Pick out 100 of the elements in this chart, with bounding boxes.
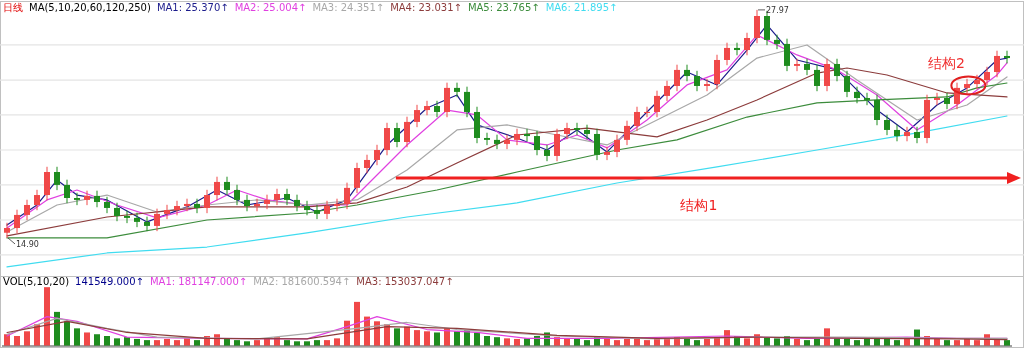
text: MA2: 181600.594↑ <box>253 276 351 287</box>
bar <box>504 338 510 346</box>
candlestick <box>214 176 220 201</box>
candlestick <box>204 189 210 214</box>
candlestick <box>544 144 550 162</box>
candlestick <box>144 216 150 232</box>
bar <box>744 338 750 346</box>
chart-title: VOL(5,10,20) <box>3 276 70 287</box>
candlestick <box>294 194 300 212</box>
candlestick <box>614 134 620 158</box>
bar <box>394 328 400 346</box>
text: MA3: 24.351↑ <box>312 2 385 13</box>
candlestick <box>524 128 530 142</box>
candlestick <box>554 128 560 162</box>
candlestick <box>644 106 650 118</box>
candlestick <box>434 100 440 118</box>
candlestick <box>804 58 810 76</box>
candlestick <box>964 78 970 94</box>
candlestick <box>684 64 690 82</box>
candlestick <box>974 74 980 90</box>
bar <box>94 334 100 346</box>
bar <box>414 330 420 346</box>
candlestick <box>244 194 250 212</box>
bar <box>84 332 90 346</box>
candlestick <box>194 198 200 214</box>
candlestick <box>304 200 310 216</box>
candlestick <box>564 122 570 140</box>
text: MA6: 21.895↑ <box>545 2 618 13</box>
text: MA1: 181147.000↑ <box>149 276 248 287</box>
bar <box>24 331 30 346</box>
candlestick <box>914 126 920 144</box>
candlestick <box>54 166 60 191</box>
bar <box>484 336 490 346</box>
text: MA1: 25.370↑ <box>156 2 229 13</box>
bar <box>74 328 80 346</box>
candlestick <box>24 199 30 221</box>
candlestick <box>894 124 900 142</box>
candlestick <box>944 92 950 110</box>
candlestick <box>664 80 670 102</box>
text: MA2: 25.004↑ <box>234 2 307 13</box>
candlestick <box>854 86 860 104</box>
bar <box>64 321 70 346</box>
candlestick <box>824 58 830 92</box>
candlestick <box>134 212 140 228</box>
candlestick <box>634 106 640 132</box>
text: MA3: 153037.047↑ <box>356 276 454 287</box>
candlestick <box>64 179 70 204</box>
candlestick <box>184 198 190 212</box>
candlestick <box>674 64 680 92</box>
candlestick <box>394 122 400 148</box>
candlestick <box>324 200 330 220</box>
candlestick <box>514 128 520 146</box>
candlestick <box>374 144 380 166</box>
annotation: 14.90 <box>16 239 39 249</box>
bar <box>14 336 20 346</box>
candlestick <box>794 58 800 72</box>
candlestick <box>94 190 100 208</box>
candlestick <box>994 50 1000 78</box>
candlestick <box>864 92 870 106</box>
candlestick <box>454 82 460 98</box>
candlestick <box>104 196 110 214</box>
candlestick <box>414 104 420 128</box>
candlestick <box>654 90 660 118</box>
candlestick <box>984 66 990 86</box>
bar <box>434 332 440 346</box>
candlestick <box>314 204 320 220</box>
chart-title: 日线 <box>3 2 23 13</box>
candlestick <box>904 126 910 142</box>
candlestick <box>934 92 940 106</box>
candlestick <box>774 34 780 50</box>
candlestick <box>364 154 370 174</box>
candlestick <box>274 188 280 206</box>
candlestick <box>114 202 120 222</box>
candlestick <box>724 42 730 66</box>
candlestick <box>264 194 270 210</box>
candlestick <box>4 222 10 239</box>
text: MA5: 23.765↑ <box>467 2 540 13</box>
candlestick <box>334 198 340 212</box>
candlestick <box>744 32 750 56</box>
candlestick <box>754 9 760 44</box>
ref-line-label: 结构1 <box>680 196 718 213</box>
candlestick <box>14 209 20 234</box>
candlestick <box>344 182 350 210</box>
bar <box>104 336 110 346</box>
bar <box>774 338 780 346</box>
candlestick <box>594 128 600 161</box>
candlestick <box>484 132 490 146</box>
candlestick <box>574 122 580 136</box>
candlestick <box>224 176 230 196</box>
candlestick <box>624 120 630 146</box>
candlestick <box>494 134 500 150</box>
candlestick <box>34 189 40 211</box>
candlestick <box>44 166 50 201</box>
candlestick <box>154 208 160 232</box>
bar <box>44 287 50 346</box>
bar <box>334 338 340 346</box>
candlestick <box>404 116 410 148</box>
candlestick <box>84 190 90 206</box>
candlestick <box>464 86 470 118</box>
candlestick <box>1004 50 1010 64</box>
